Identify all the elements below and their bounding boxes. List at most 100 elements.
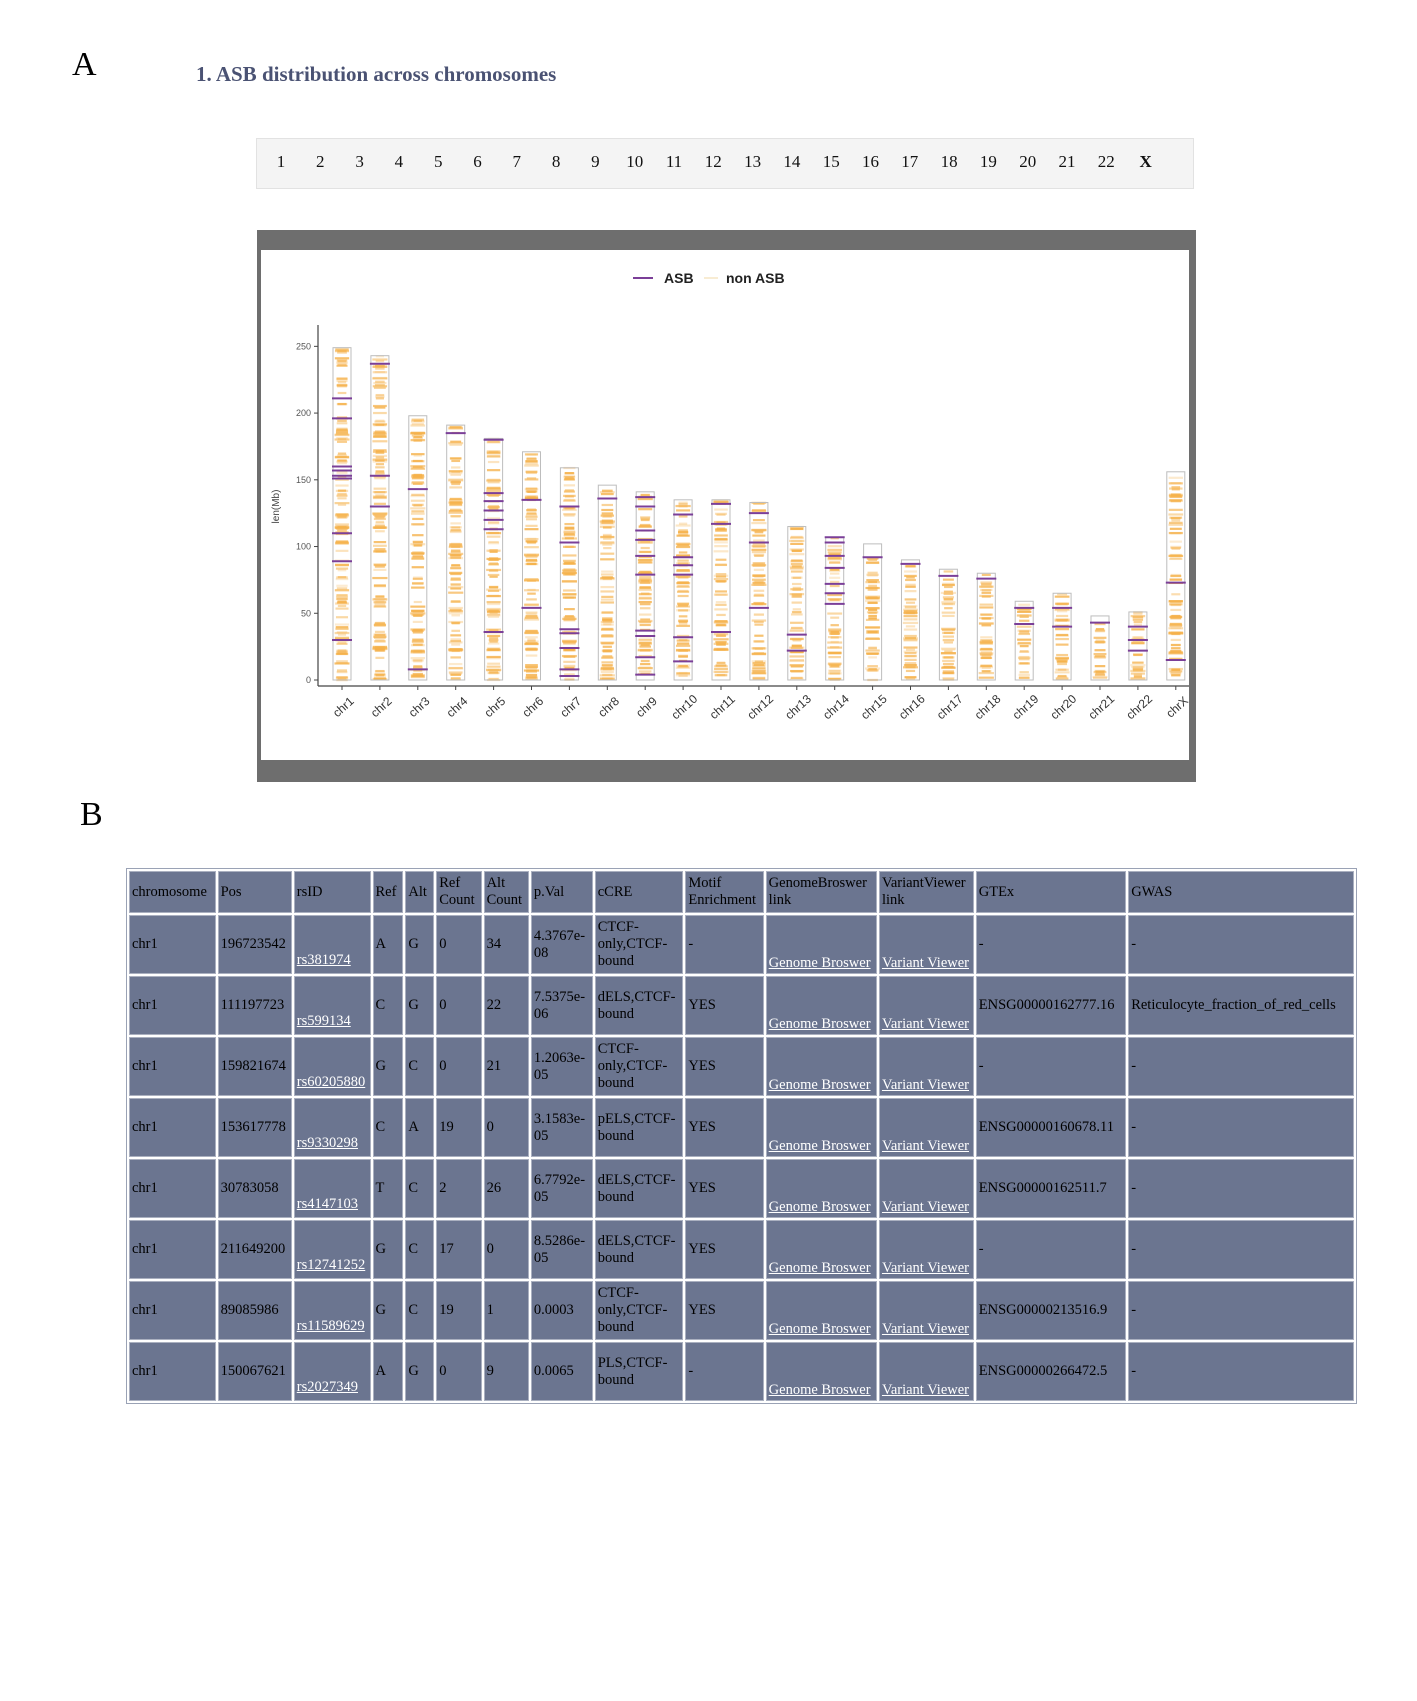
chrom-nav-4[interactable]: 4 xyxy=(394,152,404,171)
col-rsid-cell[interactable]: rs60205880 xyxy=(293,1037,371,1096)
col-genome-browser-cell[interactable]: Genome Broswer xyxy=(765,1037,877,1096)
variant-viewer-link[interactable]: Variant Viewer xyxy=(881,1382,969,1398)
non-asb-band xyxy=(372,404,387,408)
col-variant-viewer-cell[interactable]: Variant Viewer xyxy=(878,1159,974,1218)
non-asb-band xyxy=(335,627,349,630)
col-rsid-cell[interactable]: rs381974 xyxy=(293,915,371,974)
non-asb-band xyxy=(981,595,991,598)
col-rsid-cell[interactable]: rs599134 xyxy=(293,976,371,1035)
col-rsid-cell[interactable]: rs4147103 xyxy=(293,1159,371,1218)
variant-viewer-link[interactable]: Variant Viewer xyxy=(881,1016,969,1032)
col-rsid-cell[interactable]: rs2027349 xyxy=(293,1342,371,1401)
non-asb-band xyxy=(450,677,461,680)
non-asb-band xyxy=(524,631,539,635)
col-variant-viewer-cell[interactable]: Variant Viewer xyxy=(878,1281,974,1340)
chrom-nav-17[interactable]: 17 xyxy=(901,152,919,171)
non-asb-band xyxy=(905,583,916,586)
col-rsid-cell[interactable]: rs9330298 xyxy=(293,1098,371,1157)
variant-viewer-link[interactable]: Variant Viewer xyxy=(881,1321,969,1337)
rsid-link[interactable]: rs599134 xyxy=(296,1013,351,1029)
chrom-nav-6[interactable]: 6 xyxy=(473,152,482,171)
genome-browser-link[interactable]: Genome Broswer xyxy=(768,955,871,971)
rsid-link[interactable]: rs9330298 xyxy=(296,1135,358,1151)
col-variant-viewer-cell[interactable]: Variant Viewer xyxy=(878,1098,974,1157)
chrom-nav-15[interactable]: 15 xyxy=(822,152,840,171)
chromosome-outline xyxy=(1014,600,1034,681)
col-variant-viewer-cell[interactable]: Variant Viewer xyxy=(878,915,974,974)
col-variant-viewer-cell[interactable]: Variant Viewer xyxy=(878,1220,974,1279)
genome-browser-link[interactable]: Genome Broswer xyxy=(768,1382,871,1398)
non-asb-band xyxy=(524,453,539,456)
chrom-nav-1[interactable]: 1 xyxy=(276,152,286,171)
col-genome-browser-cell[interactable]: Genome Broswer xyxy=(765,1342,877,1401)
chrom-nav-10[interactable]: 10 xyxy=(626,152,644,171)
chrom-nav-7[interactable]: 7 xyxy=(512,152,522,171)
non-asb-band xyxy=(1018,603,1031,606)
chrom-nav-14[interactable]: 14 xyxy=(783,152,801,171)
chrom-nav-21[interactable]: 21 xyxy=(1058,152,1076,171)
non-asb-band xyxy=(827,558,842,561)
chrom-nav-8[interactable]: 8 xyxy=(551,152,561,171)
col-genome-browser-cell[interactable]: Genome Broswer xyxy=(765,976,877,1035)
rsid-link[interactable]: rs11589629 xyxy=(296,1318,365,1334)
variant-viewer-link[interactable]: Variant Viewer xyxy=(881,1138,969,1154)
genome-browser-link[interactable]: Genome Broswer xyxy=(768,1321,871,1337)
non-asb-band xyxy=(678,522,688,525)
col-genome-browser-cell[interactable]: Genome Broswer xyxy=(765,1159,877,1218)
genome-browser-link[interactable]: Genome Broswer xyxy=(768,1260,871,1276)
non-asb-band xyxy=(527,638,536,641)
col-rsid-cell[interactable]: rs11589629 xyxy=(293,1281,371,1340)
col-rsid-cell[interactable]: rs12741252 xyxy=(293,1220,371,1279)
non-asb-band xyxy=(601,573,614,576)
non-asb-band xyxy=(1056,658,1068,661)
non-asb-band xyxy=(486,490,501,493)
rsid-link[interactable]: rs12741252 xyxy=(296,1257,366,1273)
rsid-link[interactable]: rs60205880 xyxy=(296,1074,366,1090)
rsid-link[interactable]: rs4147103 xyxy=(296,1196,358,1212)
genome-browser-link[interactable]: Genome Broswer xyxy=(768,1199,871,1215)
non-asb-band xyxy=(791,593,803,596)
col-genome-browser-cell[interactable]: Genome Broswer xyxy=(765,1281,877,1340)
chrom-nav-9[interactable]: 9 xyxy=(591,152,600,171)
chrom-nav-2[interactable]: 2 xyxy=(316,152,325,171)
chrom-nav-5[interactable]: 5 xyxy=(433,152,443,171)
chrom-nav-12[interactable]: 12 xyxy=(704,152,722,171)
non-asb-band xyxy=(450,481,461,484)
col-variant-viewer-cell[interactable]: Variant Viewer xyxy=(878,976,974,1035)
non-asb-band xyxy=(753,594,765,597)
non-asb-band xyxy=(752,574,766,577)
genome-browser-link[interactable]: Genome Broswer xyxy=(768,1016,871,1032)
variant-viewer-link[interactable]: Variant Viewer xyxy=(881,1260,969,1276)
chrom-nav-3[interactable]: 3 xyxy=(355,152,364,171)
non-asb-band xyxy=(336,669,348,672)
non-asb-band xyxy=(979,666,994,669)
non-asb-band xyxy=(980,647,992,651)
variant-viewer-link[interactable]: Variant Viewer xyxy=(881,1199,969,1215)
chrom-nav-20[interactable]: 20 xyxy=(1019,152,1037,171)
variant-viewer-link[interactable]: Variant Viewer xyxy=(881,1077,969,1093)
non-asb-band xyxy=(1132,666,1143,669)
chromosome-outline xyxy=(446,424,466,681)
rsid-link[interactable]: rs2027349 xyxy=(296,1379,358,1395)
chrom-nav-x[interactable]: X xyxy=(1139,152,1152,171)
chrom-nav-16[interactable]: 16 xyxy=(862,152,879,171)
chrom-nav-19[interactable]: 19 xyxy=(979,152,997,171)
rsid-link[interactable]: rs381974 xyxy=(296,952,351,968)
non-asb-band xyxy=(564,478,575,481)
non-asb-band xyxy=(677,581,690,584)
chrom-nav-22[interactable]: 22 xyxy=(1097,152,1115,171)
non-asb-band xyxy=(489,549,498,552)
col-pos-cell: 153617778 xyxy=(217,1098,292,1157)
chrom-nav-13[interactable]: 13 xyxy=(744,152,762,171)
genome-browser-link[interactable]: Genome Broswer xyxy=(768,1077,871,1093)
variant-viewer-link[interactable]: Variant Viewer xyxy=(881,955,969,971)
chrom-nav-11[interactable]: 11 xyxy=(665,152,683,171)
col-variant-viewer-cell[interactable]: Variant Viewer xyxy=(878,1037,974,1096)
chrom-nav-18[interactable]: 18 xyxy=(940,152,958,171)
col-genome-browser-cell[interactable]: Genome Broswer xyxy=(765,1098,877,1157)
genome-browser-link[interactable]: Genome Broswer xyxy=(768,1138,871,1154)
col-genome-browser-cell[interactable]: Genome Broswer xyxy=(765,915,877,974)
non-asb-band xyxy=(562,508,577,512)
col-genome-browser-cell[interactable]: Genome Broswer xyxy=(765,1220,877,1279)
col-variant-viewer-cell[interactable]: Variant Viewer xyxy=(878,1342,974,1401)
